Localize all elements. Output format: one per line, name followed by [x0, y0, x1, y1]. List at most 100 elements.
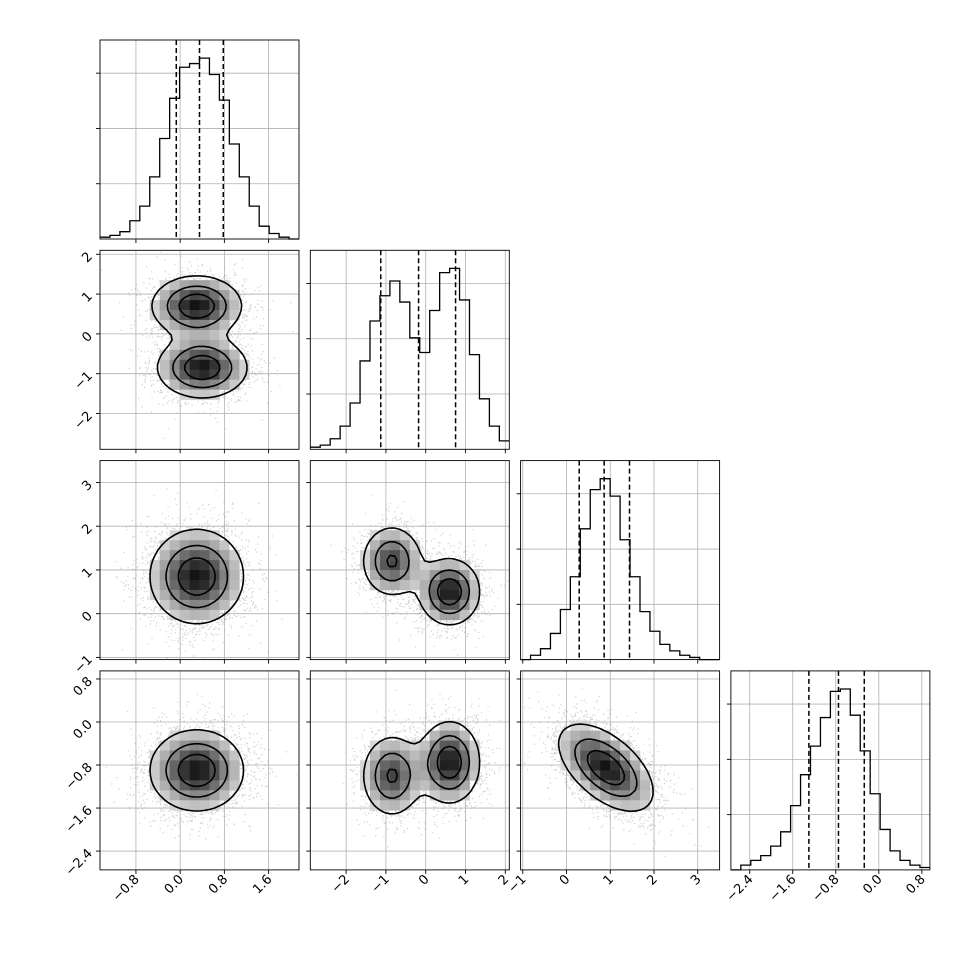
density-panel-2-0-bin — [159, 550, 170, 561]
density-panel-1-0-bin — [219, 379, 230, 390]
density-panel-2-1-bin — [370, 550, 381, 561]
density-panel-1-0-bin — [189, 290, 200, 301]
density-panel-1-0-bin — [219, 280, 230, 291]
density-panel-2-0-bin — [199, 540, 210, 551]
density-panel-2-0-bin — [149, 560, 160, 571]
density-panel-3-2-bin — [640, 800, 651, 811]
density-panel-3-1-bin — [409, 790, 421, 801]
density-panel-3-1-bin — [449, 750, 460, 761]
hist-panel-1 — [306, 249, 510, 454]
density-panel-1-0-bin — [179, 379, 190, 390]
density-panel-3-1-bin — [439, 740, 450, 751]
density-panel-3-1-content — [342, 689, 510, 848]
density-panel-2-0: −1 0 1 2 3 — [72, 460, 300, 677]
density-panel-1-0-frame — [99, 249, 300, 450]
density-panel-3-0-bin — [199, 740, 210, 751]
density-panel-3-0-ytick-label-3: 0.0 — [71, 717, 96, 742]
density-panel-3-2-bin — [640, 770, 651, 781]
density-panel-2-1-bin — [469, 589, 480, 601]
density-panel-3-0-bin — [209, 780, 220, 791]
density-panel-1-0-bin — [189, 319, 200, 331]
density-panel-2-1-bin — [449, 599, 460, 611]
hist-panel-3-xtick-label-4: 0.8 — [903, 872, 928, 897]
density-panel-1-0: −2 −1 0 1 2 — [72, 249, 300, 454]
density-panel-3-1-bin — [449, 770, 460, 781]
hist-panel-1-frame — [309, 249, 510, 450]
density-panel-2-0-bin — [209, 550, 220, 561]
density-panel-2-0-bin — [189, 560, 200, 571]
density-panel-2-0-bin — [229, 580, 240, 591]
density-panel-1-0-ytick-label-0: −2 — [72, 409, 96, 433]
density-panel-2-0-bin — [199, 589, 210, 601]
density-panel-3-1-bin — [409, 760, 421, 771]
density-panel-3-2-contour-2 — [586, 749, 626, 786]
density-panel-3-2-bin — [570, 720, 581, 731]
density-panel-2-0-contour-0 — [149, 528, 245, 625]
density-panel-3-1-bin — [389, 740, 401, 751]
density-panel-3-1-bin — [370, 750, 381, 761]
density-panel-2-0-bin — [199, 609, 210, 621]
density-panel-3-1-bin — [399, 750, 411, 761]
density-panel-3-1-bin — [419, 760, 430, 771]
density-panel-2-1-bin — [409, 560, 421, 571]
density-panel-3-0-bin — [219, 780, 230, 791]
density-panel-1-0-bin — [229, 310, 240, 321]
density-panel-2-1-bin — [389, 540, 401, 551]
density-panel-3-0-content — [105, 694, 297, 841]
density-panel-1-0-bin — [219, 339, 230, 351]
density-panel-3-1-bin — [439, 750, 450, 761]
density-panel-3-1-bin — [360, 770, 371, 781]
density-panel-3-2: −1 0 1 2 3 — [505, 670, 721, 896]
density-panel-3-0-bin — [229, 780, 240, 791]
density-panel-2-1-bin — [399, 550, 411, 561]
density-panel-3-2-bin — [560, 750, 571, 761]
density-panel-2-1-bin — [429, 609, 440, 621]
density-panel-1-0-bin — [199, 310, 210, 321]
density-panel-2-0-contour-2 — [177, 557, 216, 596]
density-panel-3-1-bin — [429, 790, 440, 801]
density-panel-3-2-bin — [610, 770, 621, 781]
density-panel-2-0-ytick-label-0: −1 — [72, 653, 96, 677]
density-panel-1-0-bin — [189, 300, 200, 311]
density-panel-2-1-frame — [309, 460, 510, 661]
density-panel-2-0-bin — [169, 560, 180, 571]
density-panel-3-2-bin — [620, 770, 631, 781]
density-panel-3-2-bin — [640, 780, 651, 791]
density-panel-3-0-bin — [149, 750, 160, 761]
density-panel-2-0-bin — [179, 560, 190, 571]
density-panel-2-1-bin — [389, 580, 401, 591]
density-panel-3-0-ytick-label-1: −1.6 — [63, 803, 96, 836]
density-panel-3-0-xtick-label-3: 1.6 — [250, 872, 275, 897]
density-panel-3-0-bin — [219, 770, 230, 781]
density-panel-2-0-bin — [219, 550, 230, 561]
density-panel-2-0-bin — [199, 550, 210, 561]
density-panel-3-0-bin — [179, 730, 190, 741]
density-panel-2-1-bin — [370, 580, 381, 591]
density-panel-2-1-bin — [419, 570, 430, 581]
density-panel-1-0-bin — [209, 329, 220, 341]
density-panel-2-1-bin — [449, 609, 460, 621]
density-panel-3-2-contour-1 — [574, 738, 638, 797]
density-panel-3-0-bin — [149, 760, 160, 771]
density-panel-2-0-bin — [199, 580, 210, 591]
density-panel-2-0-bin — [229, 570, 240, 581]
density-panel-3-0-bin — [209, 740, 220, 751]
density-panel-2-0-contour-1 — [165, 544, 229, 609]
density-panel-2-1-bin — [379, 530, 391, 541]
density-panel-3-0: −0.8 0.0 0.8 1.6 −2.4 −1.6 −0.8 0.0 0.8 — [63, 670, 300, 905]
density-panel-3-2-bin — [590, 750, 601, 761]
density-panel-3-0-bin — [219, 760, 230, 771]
density-panel-2-0-bin — [179, 570, 190, 581]
density-panel-2-0-bin — [189, 599, 200, 611]
density-panel-1-0-ytick-label-2: 0 — [79, 329, 95, 345]
density-panel-2-0-bin — [179, 580, 190, 591]
density-panel-3-0-bin — [169, 730, 180, 741]
density-panel-2-0-bin — [209, 599, 220, 611]
density-panel-2-1-bin — [360, 550, 371, 561]
density-panel-3-1-bin — [449, 780, 460, 791]
density-panel-3-1-bin — [389, 800, 401, 811]
density-panel-1-0-bin — [209, 379, 220, 390]
density-panel-2-0-bin — [199, 599, 210, 611]
density-panel-2-0-bin — [209, 540, 220, 551]
density-panel-3-1-frame — [309, 670, 510, 871]
